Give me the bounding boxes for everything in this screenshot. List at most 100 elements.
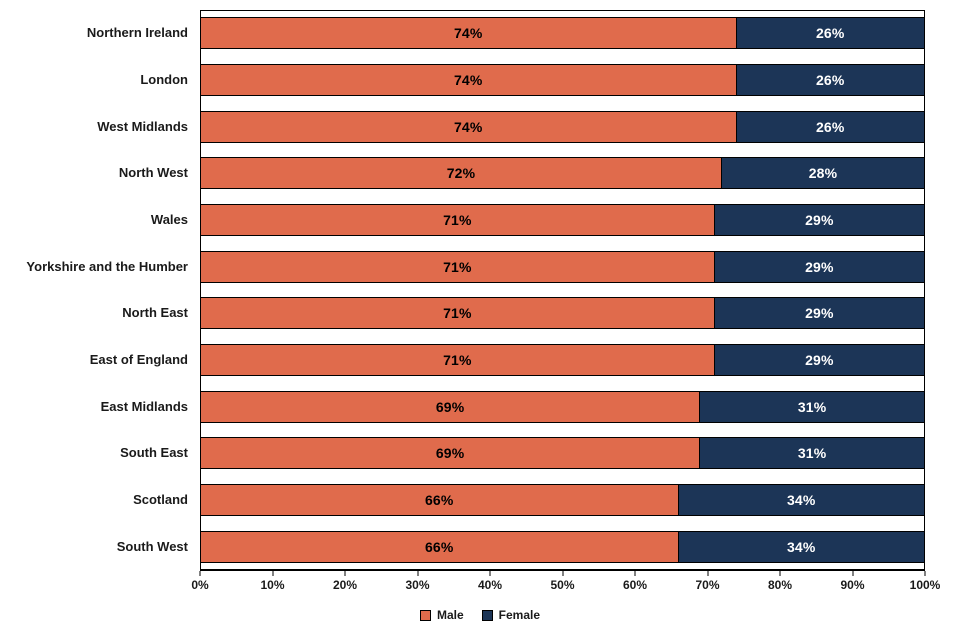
bar-track: 71% 29% [200, 204, 925, 237]
bar-segment-female: 28% [722, 157, 925, 190]
category-label: North East [122, 305, 188, 321]
x-tick-label: 0% [191, 578, 209, 592]
bar-track: 71% 29% [200, 297, 925, 330]
chart-row: South East 69% 31% [0, 430, 960, 477]
value-label: 26% [815, 25, 845, 42]
value-label: 71% [443, 258, 472, 275]
bar-track: 71% 29% [200, 250, 925, 283]
bar-segment-female: 31% [700, 390, 925, 423]
value-label: 34% [786, 538, 816, 555]
value-label: 29% [805, 258, 834, 275]
bar-segment-male: 66% [200, 484, 679, 517]
value-label: 66% [424, 492, 454, 509]
x-axis-line [199, 570, 926, 576]
x-tick-mark [344, 571, 346, 576]
category-label: South East [120, 445, 188, 461]
bar-segment-female: 29% [714, 297, 925, 330]
value-label: 34% [786, 492, 816, 509]
chart-row: West Midlands 74% 26% [0, 103, 960, 150]
x-tick-label: 90% [840, 578, 865, 592]
bar-segment-male: 74% [200, 64, 737, 96]
bar-segment-female: 29% [714, 250, 925, 283]
bar-segment-male: 71% [200, 250, 715, 283]
bar-segment-female: 29% [714, 344, 925, 377]
value-label: 74% [453, 118, 483, 135]
chart-row: Scotland 66% 34% [0, 477, 960, 524]
chart-row: Yorkshire and the Humber 71% 29% [0, 243, 960, 290]
x-tick-label: 20% [332, 578, 358, 592]
x-tick-mark [199, 571, 201, 576]
bar-segment-male: 66% [200, 530, 679, 563]
bar-segment-male: 69% [200, 390, 701, 423]
value-label: 71% [443, 305, 472, 322]
bar-segment-female: 31% [700, 437, 925, 470]
bar-segment-male: 72% [200, 157, 722, 190]
legend-item-male: Male [419, 608, 464, 622]
x-tick-mark [707, 571, 708, 576]
x-tick-mark [779, 571, 781, 576]
chart-row: London 74% 26% [0, 57, 960, 104]
value-label: 29% [805, 352, 834, 369]
x-tick-label: 30% [405, 578, 430, 592]
bar-track: 72% 28% [200, 157, 925, 190]
category-label: East of England [89, 351, 188, 367]
chart-rows: Northern Ireland 74% 26% London 74% 26% West M… [0, 10, 960, 570]
bar-track: 66% 34% [200, 484, 925, 517]
bar-segment-female: 26% [736, 64, 925, 96]
value-label: 69% [435, 445, 465, 462]
bar-segment-female: 26% [736, 17, 925, 50]
bar-track: 71% 29% [200, 344, 925, 377]
bar-segment-male: 69% [200, 437, 701, 470]
x-tick-label: 50% [550, 578, 575, 592]
plot-area [200, 10, 925, 570]
legend-item-female: Female [481, 608, 541, 622]
legend-label: Female [498, 608, 541, 622]
value-label: 26% [815, 72, 845, 88]
bar-track: 69% 31% [200, 437, 925, 470]
value-label: 74% [453, 25, 483, 42]
category-label: West Midlands [97, 118, 188, 134]
value-label: 26% [815, 118, 845, 135]
chart-row: South West 66% 34% [0, 523, 960, 570]
x-axis-ticks: 0% 10% 20% 30% 40% 50% 60% 70% 80% 90% 100% [191, 578, 940, 596]
x-tick-mark [562, 571, 563, 576]
value-label: 29% [805, 305, 834, 322]
bar-track: 69% 31% [200, 390, 925, 423]
legend-swatch-male [419, 609, 431, 621]
value-label: 31% [797, 398, 827, 415]
x-tick-label: 40% [477, 578, 503, 592]
value-label: 69% [435, 398, 465, 415]
value-label: 66% [424, 538, 454, 555]
value-label: 71% [443, 212, 472, 229]
x-tick-mark [634, 571, 636, 576]
value-label: 28% [808, 165, 838, 182]
bar-segment-female: 34% [678, 484, 925, 517]
value-label: 29% [805, 212, 834, 229]
legend-swatch-female [481, 609, 493, 621]
value-label: 31% [797, 445, 827, 462]
bar-segment-male: 71% [200, 204, 715, 237]
bar-segment-female: 29% [714, 204, 925, 237]
x-tick-label: 100% [909, 578, 941, 592]
chart-row: Northern Ireland 74% 26% [0, 10, 960, 57]
x-tick-label: 10% [260, 578, 285, 592]
bar-track: 66% 34% [200, 530, 925, 563]
bar-track: 74% 26% [200, 17, 925, 50]
category-label: Wales [150, 211, 188, 227]
chart-row: East Midlands 69% 31% [0, 383, 960, 430]
x-tick-mark [852, 571, 853, 576]
value-label: 74% [453, 72, 483, 88]
chart-row: North West 72% 28% [0, 150, 960, 197]
x-tick-mark [272, 571, 273, 576]
legend: Male Female [0, 608, 960, 622]
bar-segment-male: 74% [200, 110, 737, 143]
bar-segment-male: 71% [200, 344, 715, 377]
bar-segment-female: 34% [678, 530, 925, 563]
chart-row: Wales 71% 29% [0, 197, 960, 244]
legend-label: Male [436, 608, 464, 622]
x-tick-label: 70% [695, 578, 720, 592]
value-label: 71% [443, 352, 472, 369]
bar-segment-female: 26% [736, 110, 925, 143]
category-label: East Midlands [100, 398, 188, 414]
